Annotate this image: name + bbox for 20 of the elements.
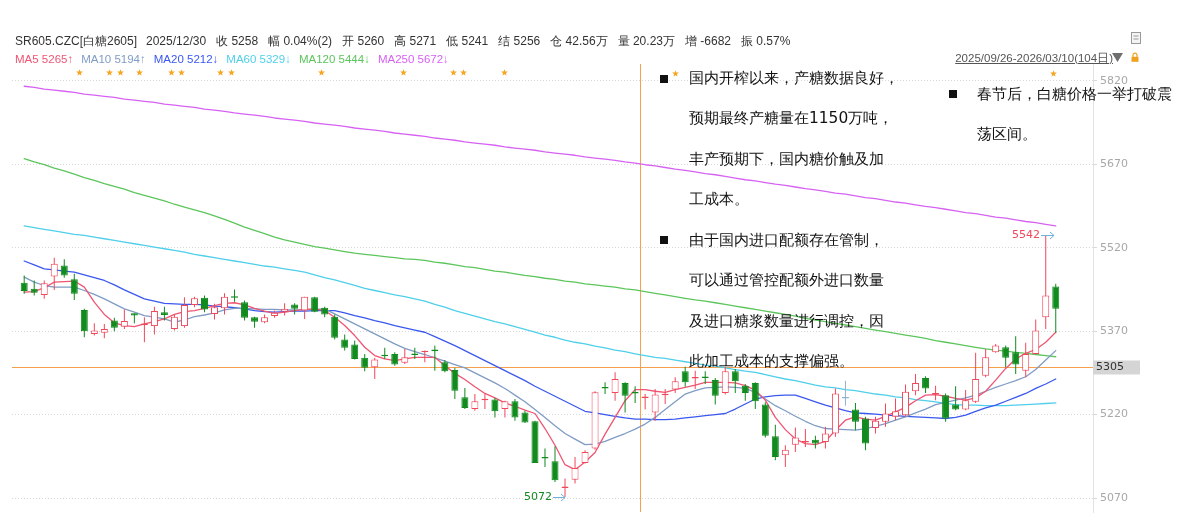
y-tick-label: 5820 <box>1100 73 1128 87</box>
text: 国内开榨以来，产糖数据良好，预期最终产糖量在1150万吨，丰产预期下，国内糖价触及加工成本。 <box>689 69 899 208</box>
chart-title: SR605.CZC[白糖2605] <box>15 33 138 49</box>
y-tick-label: 5370 <box>1100 323 1128 337</box>
text: MA20 5212↓ <box>153 52 219 66</box>
y-tick-label: 5220 <box>1100 407 1128 421</box>
y-tick-label: 5070 <box>1100 490 1128 504</box>
text: MA5 5265↑ <box>15 52 74 66</box>
text: MA250 5672↓ <box>377 52 449 66</box>
y-tick-label: 5520 <box>1100 240 1128 254</box>
text: MA10 5194↑ <box>81 52 146 66</box>
ref-line-label: 5305 <box>1096 360 1124 374</box>
annotation: 5542 <box>1012 228 1040 242</box>
text: MA120 5444↓ <box>298 52 370 66</box>
annotation: 5072 <box>524 490 552 504</box>
text: 春节后，白糖价格一举打破震荡区间。 <box>977 85 1172 144</box>
chart-subtitle: 2025/12/30 收 5258 幅 0.04%(2) 开 5260 高 5271 低 5241 结 5256 仓 42.56万 量 20.23万 增 -6682 振 0.57% <box>146 33 791 49</box>
annotation: 2025/09/26-2026/03/10(104日) <box>955 51 1113 65</box>
y-tick-label: 5670 <box>1100 157 1128 171</box>
text: MA60 5329↓ <box>226 52 291 66</box>
